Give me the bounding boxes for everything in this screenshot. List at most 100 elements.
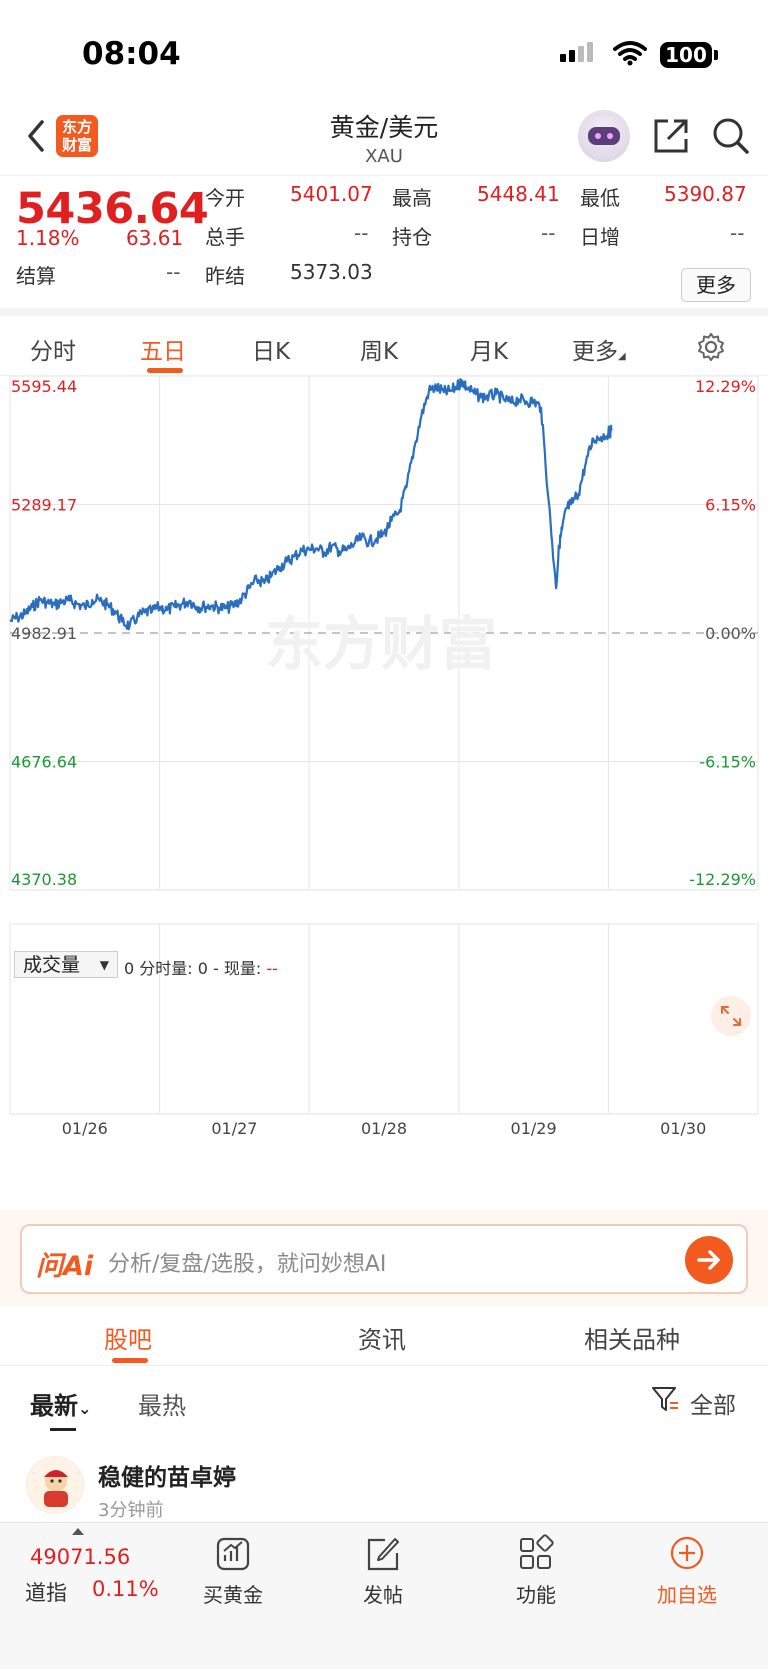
- tab-guba[interactable]: 股吧: [104, 1326, 152, 1354]
- low-label: 最低: [580, 186, 620, 210]
- y-tick-right: -12.29%: [689, 870, 756, 889]
- filter-icon[interactable]: [650, 1384, 680, 1414]
- gear-icon[interactable]: [696, 332, 726, 362]
- eastmoney-logo[interactable]: 东方 财富: [56, 115, 98, 157]
- volume-info: 0 分时量: 0 - 现量: --: [124, 955, 278, 979]
- sort-latest-label: 最新: [30, 1392, 78, 1420]
- tab-monthly-k[interactable]: 月K: [470, 339, 509, 365]
- sort-latest[interactable]: 最新⌄: [30, 1386, 91, 1421]
- tab-related[interactable]: 相关品种: [584, 1326, 680, 1354]
- add-watchlist-label: 加自选: [657, 1583, 717, 1607]
- ai-robot-icon[interactable]: [578, 110, 630, 162]
- chart-ticks: 5595.44 12.29% 5289.17 6.15% 4982.91 0.00% 467…: [11, 377, 756, 889]
- x-tick-label: 01/27: [211, 1119, 257, 1138]
- x-tick-label: 01/29: [511, 1119, 557, 1138]
- volume-value: --: [354, 221, 369, 245]
- tab-daily-k[interactable]: 日K: [252, 339, 291, 365]
- volume-indicator-select[interactable]: 成交量 ▼: [14, 951, 118, 978]
- status-time: 08:04: [82, 36, 181, 72]
- active-tab-indicator: [147, 368, 183, 373]
- volume-pane-frame: [9, 923, 759, 1115]
- buy-gold-button[interactable]: 买黄金: [183, 1533, 283, 1608]
- ask-ai-send-button[interactable]: [685, 1236, 733, 1284]
- add-watchlist-button[interactable]: 加自选: [637, 1533, 737, 1608]
- tab-five-day[interactable]: 五日: [140, 339, 186, 365]
- chart-grid: [9, 376, 759, 1115]
- features-label: 功能: [516, 1583, 556, 1607]
- daily-inc-label: 日增: [580, 225, 620, 249]
- low-value: 5390.87: [664, 182, 747, 206]
- wifi-icon: [613, 41, 647, 66]
- position-value: --: [541, 221, 556, 245]
- chart-box-icon: [216, 1537, 250, 1571]
- bottom-toolbar: 49071.56 道指 0.11% 买黄金 发帖 功能 加自选: [0, 1522, 768, 1669]
- tab-intraday[interactable]: 分时: [30, 339, 76, 365]
- watermark: 东方财富: [265, 610, 497, 678]
- tab-weekly-k[interactable]: 周K: [360, 339, 399, 365]
- post-time: 3分钟前: [98, 1500, 164, 1521]
- y-tick-right: 6.15%: [705, 496, 756, 515]
- expand-icon[interactable]: [711, 996, 751, 1036]
- ask-ai-placeholder[interactable]: 分析/复盘/选股，就问妙想AI: [108, 1252, 387, 1277]
- share-icon[interactable]: [652, 117, 690, 155]
- post-item[interactable]: 稳健的苗卓婷 3分钟前: [0, 1436, 768, 1522]
- series-line: [9, 378, 613, 631]
- features-button[interactable]: 功能: [486, 1533, 586, 1608]
- plus-circle-icon: [670, 1536, 704, 1570]
- volume-info-text: 0 分时量: 0 - 现量:: [124, 959, 262, 978]
- nav-bar: 东方 财富 黄金/美元 XAU: [0, 100, 768, 176]
- ask-ai-box[interactable]: 问Ai 分析/复盘/选股，就问妙想AI: [20, 1224, 748, 1294]
- y-tick-left: 4370.38: [11, 870, 77, 889]
- price-chart-area[interactable]: 东方财富 5595.44 12.29% 5289.17 6.15% 4982.91 0.0…: [0, 376, 768, 1196]
- x-tick-label: 01/30: [660, 1119, 706, 1138]
- index-up-arrow-icon: [72, 1528, 84, 1535]
- change-percent: 1.18%: [16, 226, 80, 250]
- battery-tip: [714, 50, 718, 60]
- tab-more[interactable]: 更多◢: [572, 332, 626, 366]
- open-value: 5401.07: [290, 182, 373, 206]
- filter-all[interactable]: 全部: [690, 1393, 736, 1419]
- y-tick-left: 5595.44: [11, 377, 77, 396]
- settle-value: --: [166, 260, 181, 284]
- post-label: 发帖: [363, 1583, 403, 1607]
- index-change[interactable]: 0.11%: [92, 1577, 159, 1601]
- post-button[interactable]: 发帖: [333, 1533, 433, 1608]
- page-title: 黄金/美元: [329, 113, 439, 142]
- x-tick-label: 01/28: [361, 1119, 407, 1138]
- prev-settle-value: 5373.03: [290, 260, 373, 284]
- change-amount: 63.61: [126, 226, 184, 250]
- y-tick-right: 12.29%: [695, 377, 756, 396]
- index-name[interactable]: 道指: [25, 1581, 67, 1605]
- back-chevron-icon[interactable]: [22, 118, 52, 154]
- y-tick-right: 0.00%: [705, 624, 756, 643]
- quote-more-button[interactable]: 更多: [681, 268, 751, 302]
- arrow-right-icon: [697, 1250, 720, 1270]
- volume-label: 总手: [205, 225, 245, 249]
- volume-current: --: [266, 959, 278, 978]
- y-tick-left: 4676.64: [11, 753, 77, 772]
- sort-hot[interactable]: 最热: [138, 1392, 186, 1420]
- post-author[interactable]: 稳健的苗卓婷: [98, 1465, 236, 1491]
- tab-more-label: 更多: [572, 339, 618, 365]
- y-tick-left: 5289.17: [11, 496, 77, 515]
- quote-panel: 5436.64 1.18% 63.61 结算 -- 今开 5401.07 最高 …: [0, 176, 768, 316]
- price-chart[interactable]: 东方财富 5595.44 12.29% 5289.17 6.15% 4982.91 0.0…: [0, 376, 768, 1196]
- x-axis-ticks: 01/26 01/27 01/28 01/29 01/30: [62, 1119, 707, 1138]
- settle-label: 结算: [16, 264, 56, 288]
- chevron-down-icon: ⌄: [78, 1399, 92, 1418]
- dropdown-caret-icon: ▼: [99, 958, 109, 972]
- high-value: 5448.41: [477, 182, 560, 206]
- battery-icon: 100: [660, 42, 712, 68]
- avatar[interactable]: [26, 1456, 84, 1514]
- daily-inc-value: --: [730, 221, 745, 245]
- last-price: 5436.64: [16, 184, 209, 234]
- tab-news[interactable]: 资讯: [358, 1326, 406, 1354]
- x-tick-label: 01/26: [62, 1119, 108, 1138]
- y-tick-right: -6.15%: [699, 753, 756, 772]
- buy-gold-label: 买黄金: [203, 1583, 263, 1607]
- volume-select-label: 成交量: [23, 954, 81, 976]
- index-value[interactable]: 49071.56: [30, 1545, 131, 1569]
- sort-underline: [50, 1428, 76, 1431]
- content-tab-indicator: [112, 1358, 148, 1363]
- search-icon[interactable]: [712, 117, 750, 155]
